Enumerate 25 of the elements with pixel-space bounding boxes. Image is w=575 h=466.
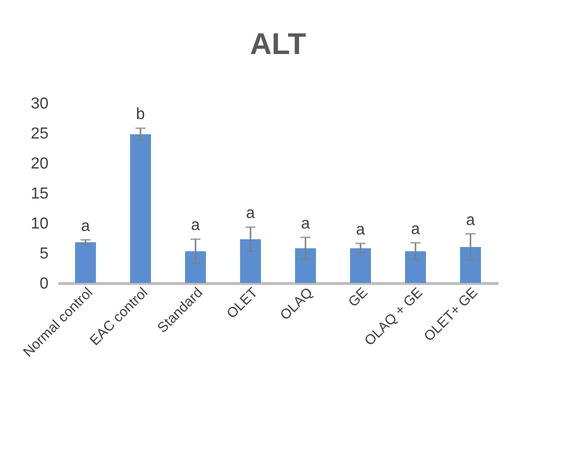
bar [75,242,96,283]
chart-title: ALT [250,28,306,61]
annotation: a [81,218,90,235]
annotation: a [356,221,366,238]
bar [240,239,261,283]
annotation: a [246,205,256,222]
y-tick-label: 25 [30,126,49,142]
y-tick-label: 5 [40,246,49,262]
annotation: a [301,215,310,232]
y-tick-label: 0 [40,276,49,292]
annotation: a [191,217,200,234]
y-tick-label: 10 [30,216,49,232]
bar [350,248,371,283]
y-tick-label: 20 [30,156,49,172]
annotation: b [136,106,146,124]
bar [130,134,151,283]
annotation: a [411,220,420,238]
bar [185,251,206,283]
annotation: a [466,212,476,229]
bar [460,247,481,283]
x-tick-label: GE [344,284,370,310]
bar [295,248,316,283]
y-tick-label: 15 [30,186,49,202]
y-tick-label: 30 [30,96,49,112]
bar [405,251,426,283]
